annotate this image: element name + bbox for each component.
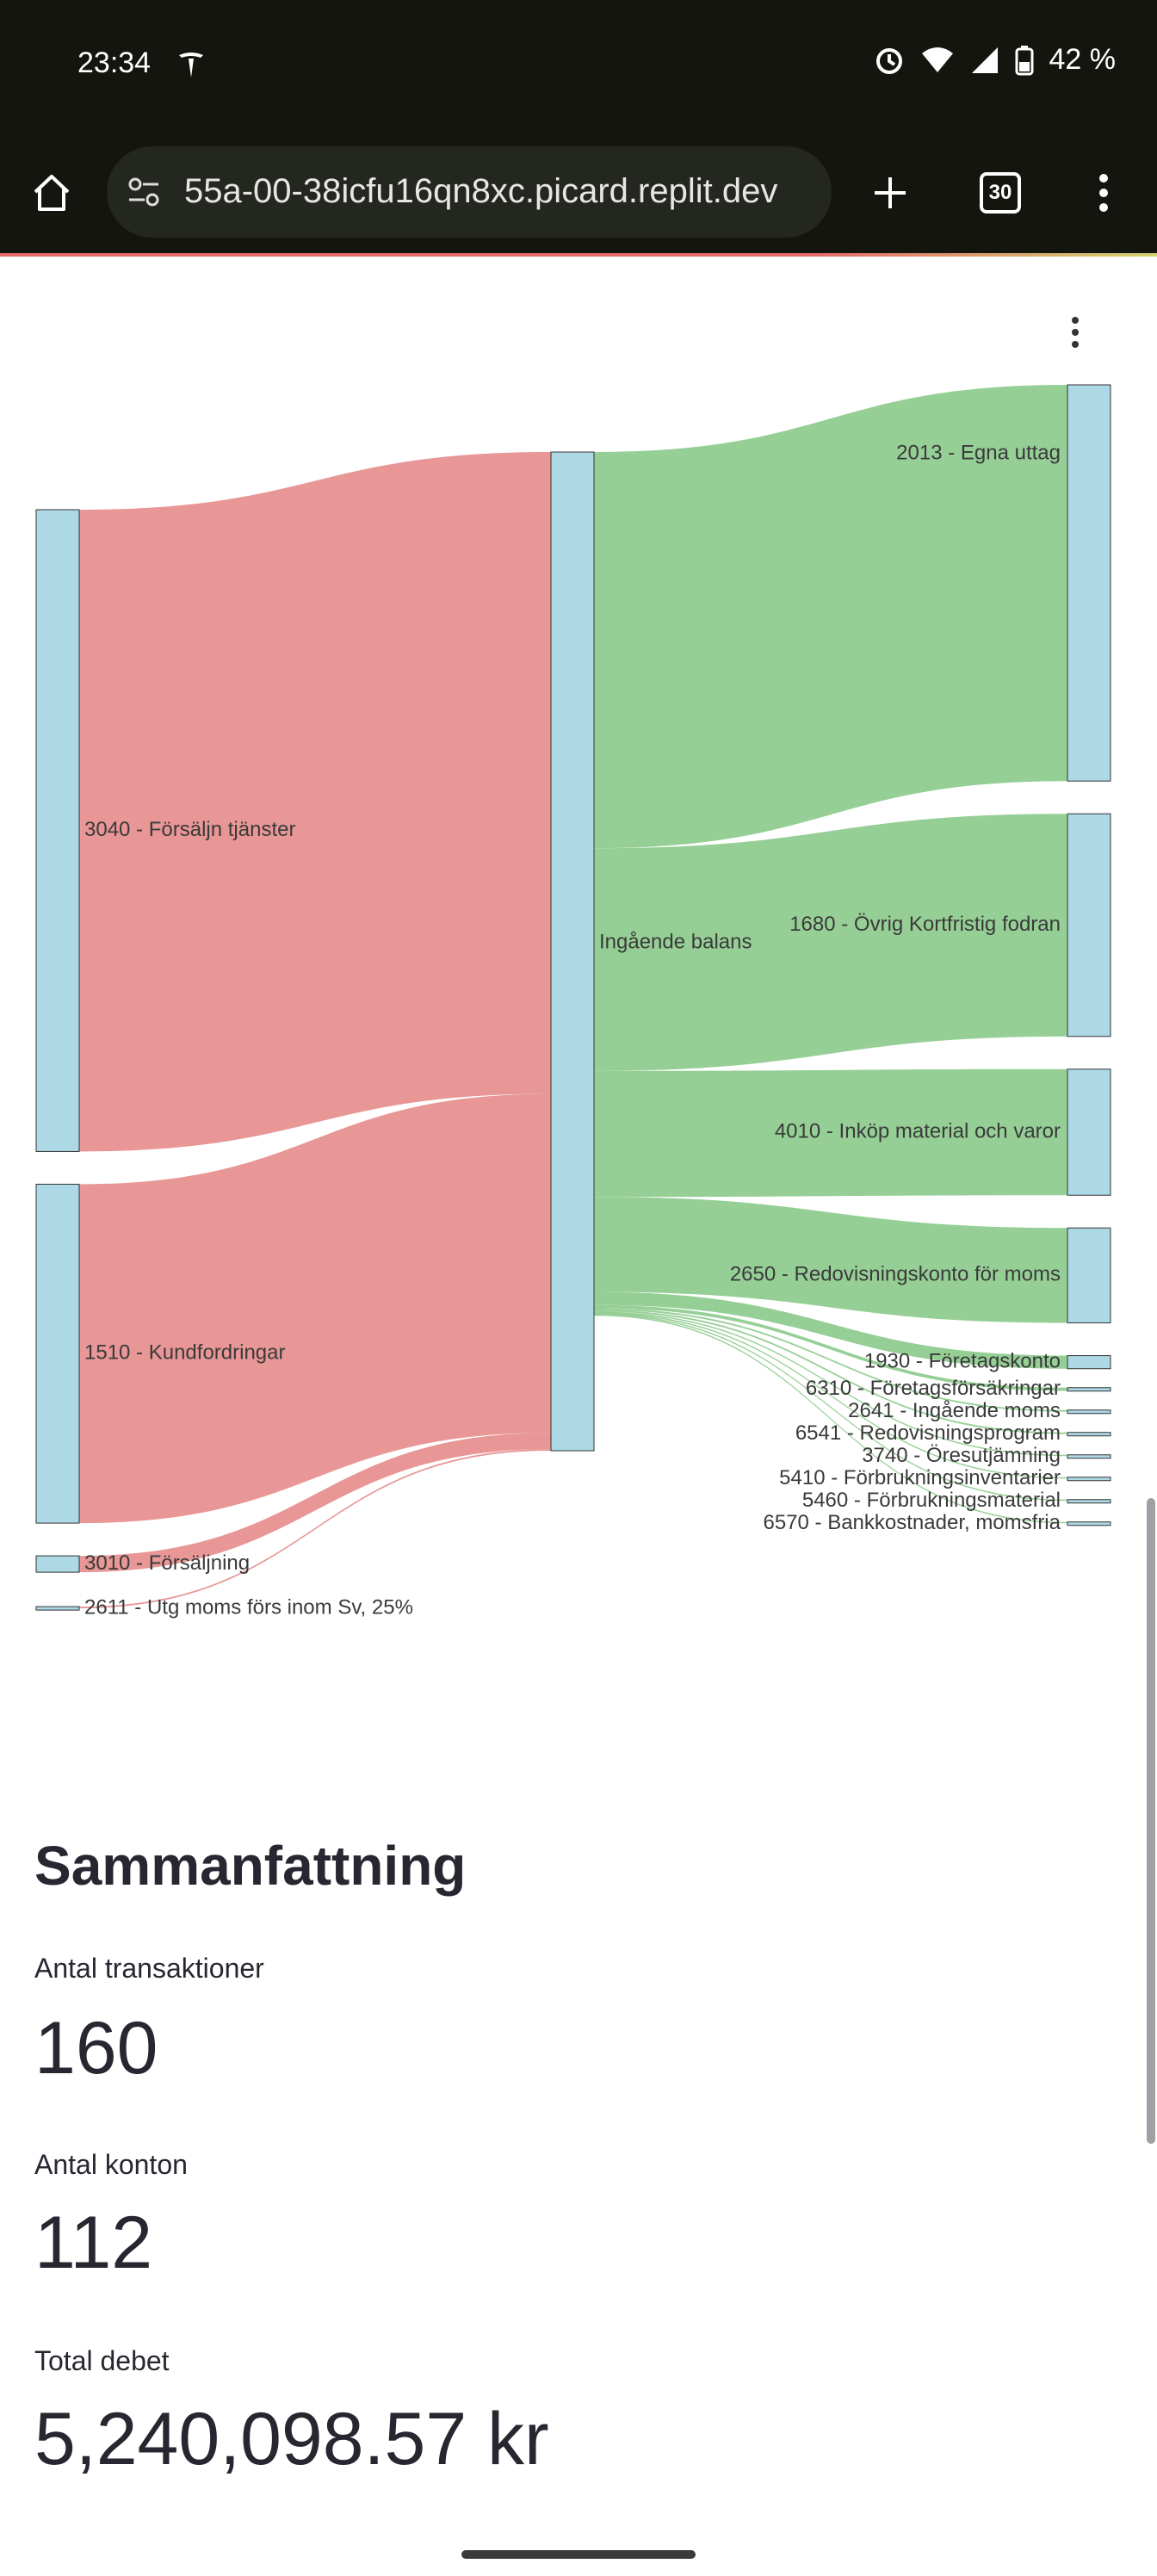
sankey-label-right-9: 5410 - Förbrukningsinventarier <box>779 1466 1061 1489</box>
sankey-label-right-10: 5460 - Förbrukningsmaterial <box>802 1489 1061 1512</box>
sankey-link-out-8 <box>594 1311 1067 1457</box>
sankey-node-left-1[interactable] <box>35 1183 80 1524</box>
sankey-node-right-8[interactable] <box>1067 1454 1111 1459</box>
battery-level: 42 % <box>1049 43 1117 76</box>
sankey-link-in-1 <box>79 1093 551 1524</box>
sankey-link-out-5 <box>594 1304 1067 1391</box>
sankey-node-right-5[interactable] <box>1067 1387 1111 1392</box>
battery-icon <box>1015 45 1033 75</box>
sankey-link-in-0 <box>79 452 551 1152</box>
status-icons: 42 % <box>874 43 1117 77</box>
sankey-label-right-3: 2650 - Redovisningskonto för moms <box>730 1263 1061 1286</box>
sankey-link-out-1 <box>594 814 1067 1071</box>
wifi-icon <box>921 46 953 72</box>
gesture-home-bar[interactable] <box>461 2550 696 2559</box>
sankey-label-right-5: 6310 - Företagsförsäkringar <box>806 1377 1061 1400</box>
sankey-label-right-11: 6570 - Bankkostnader, momsfria <box>763 1511 1061 1534</box>
sankey-node-left-0[interactable] <box>35 509 80 1152</box>
status-time: 23:34 <box>77 46 152 79</box>
sankey-label-right-2: 4010 - Inköp material och varor <box>775 1119 1061 1142</box>
status-bar: 23:34 42 % <box>0 0 1157 129</box>
sankey-node-right-11[interactable] <box>1067 1521 1111 1526</box>
sankey-link-out-11 <box>594 1314 1067 1524</box>
metric-label-transactions: Antal transaktioner <box>34 1953 264 1984</box>
sankey-label-left-0: 3040 - Försäljn tjänster <box>84 818 295 841</box>
sankey-links <box>79 385 1067 1608</box>
home-button[interactable] <box>26 167 77 219</box>
summary-title: Sammanfattning <box>34 1835 467 1897</box>
metric-value-accounts: 112 <box>34 2201 153 2284</box>
alarm-icon <box>875 47 902 74</box>
page-load-progress <box>0 253 1157 257</box>
url-text: 55a-00-38icfu16qn8xc.picard.replit.dev <box>184 172 778 210</box>
sankey-labels: 3040 - Försäljn tjänster 1510 - Kundfordr… <box>84 441 1061 1619</box>
home-icon <box>34 175 70 211</box>
sankey-label-left-2: 3010 - Försäljning <box>84 1551 250 1575</box>
sankey-label-left-3: 2611 - Utg moms förs inom Sv, 25% <box>84 1595 413 1619</box>
sankey-link-out-0 <box>594 385 1067 849</box>
metric-label-total-debit: Total debet <box>34 2345 170 2376</box>
url-field[interactable]: 55a-00-38icfu16qn8xc.picard.replit.dev <box>107 146 832 238</box>
new-tab-button[interactable] <box>864 167 916 219</box>
sankey-link-out-4 <box>594 1291 1067 1369</box>
sankey-label-right-0: 2013 - Egna uttag <box>896 441 1061 464</box>
sankey-link-out-3 <box>594 1197 1067 1323</box>
browser-toolbar: 55a-00-38icfu16qn8xc.picard.replit.dev 3… <box>0 129 1157 255</box>
sankey-node-right-6[interactable] <box>1067 1409 1111 1415</box>
sankey-chart: 3040 - Försäljn tjänster 1510 - Kundfordr… <box>35 384 1111 1619</box>
sankey-node-left-3[interactable] <box>35 1606 80 1611</box>
sankey-label-right-8: 3740 - Öresutjämning <box>862 1444 1061 1467</box>
tabs-button[interactable]: 30 <box>974 167 1026 219</box>
sankey-link-out-7 <box>594 1310 1067 1434</box>
sankey-node-right-9[interactable] <box>1067 1477 1111 1482</box>
site-settings-icon <box>128 177 159 207</box>
chart-options-button[interactable] <box>1062 312 1088 355</box>
metric-label-accounts: Antal konton <box>34 2149 188 2180</box>
sankey-nodes <box>35 384 1111 1611</box>
tabs-icon: 30 <box>980 172 1021 214</box>
sankey-node-left-2[interactable] <box>35 1555 80 1573</box>
tesla-icon <box>179 53 203 77</box>
sankey-label-right-6: 2641 - Ingående moms <box>848 1399 1061 1422</box>
sankey-link-out-10 <box>594 1313 1067 1502</box>
sankey-label-left-1: 1510 - Kundfordringar <box>84 1341 285 1365</box>
sankey-link-out-6 <box>594 1308 1067 1412</box>
metric-value-transactions: 160 <box>34 2007 158 2090</box>
sankey-label-right-7: 6541 - Redovisningsprogram <box>795 1421 1061 1445</box>
sankey-node-right-7[interactable] <box>1067 1432 1111 1437</box>
sankey-node-right-0[interactable] <box>1067 384 1111 782</box>
sankey-node-right-2[interactable] <box>1067 1068 1111 1196</box>
signal-icon <box>971 46 998 73</box>
sankey-node-right-3[interactable] <box>1067 1227 1111 1324</box>
sankey-node-center[interactable] <box>550 451 595 1452</box>
new-tab-icon <box>875 177 906 208</box>
sankey-node-right-1[interactable] <box>1067 813 1111 1037</box>
metric-value-total-debit: 5,240,098.57 kr <box>34 2398 549 2480</box>
sankey-label-right-1: 1680 - Övrig Kortfristig fodran <box>789 913 1061 936</box>
sankey-node-right-10[interactable] <box>1067 1499 1111 1504</box>
page-scrollbar[interactable] <box>1147 1498 1155 2144</box>
sankey-link-out-9 <box>594 1312 1067 1479</box>
summary-section: Sammanfattning <box>34 1834 466 1898</box>
more-vert-icon <box>1072 317 1079 348</box>
sankey-label-right-4: 1930 - Företagskonto <box>864 1349 1061 1372</box>
sankey-node-right-4[interactable] <box>1067 1355 1111 1370</box>
menu-icon <box>1099 174 1108 212</box>
menu-button[interactable] <box>1086 167 1121 219</box>
sankey-link-out-2 <box>594 1068 1067 1198</box>
sankey-label-center: Ingående balans <box>599 930 752 953</box>
sankey-link-in-2 <box>79 1433 551 1573</box>
sankey-link-in-3 <box>79 1449 551 1608</box>
